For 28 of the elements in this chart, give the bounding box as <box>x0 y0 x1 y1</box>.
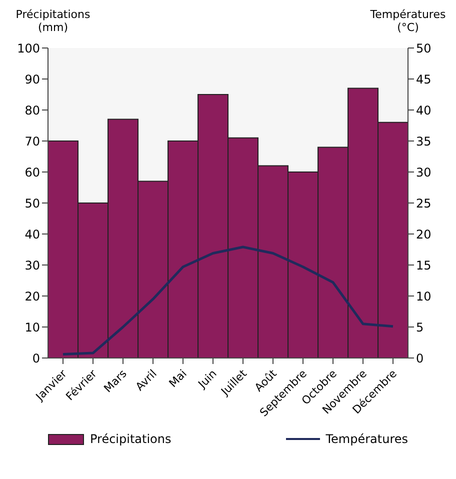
y-tick-label: 20 <box>24 289 40 304</box>
y2-tick-label: 40 <box>416 103 432 118</box>
y-tick-label: 80 <box>24 103 40 118</box>
y-tick-label: 30 <box>24 258 40 272</box>
legend-label: Températures <box>326 432 408 446</box>
y2-tick-label: 45 <box>416 72 432 86</box>
x-tick-label: Mai <box>166 367 190 390</box>
y2-tick-label: 15 <box>416 258 432 272</box>
y-tick-label: 100 <box>17 41 40 56</box>
y2-tick-label: 35 <box>416 134 432 148</box>
line-series <box>62 246 394 356</box>
y-tick-label: 60 <box>24 165 40 180</box>
y2-tick-label: 10 <box>416 289 432 304</box>
y2-tick-label: 0 <box>416 351 424 366</box>
y-tick-label: 70 <box>24 134 40 148</box>
y2-tick-label: 20 <box>416 227 432 242</box>
y2-tick-label: 5 <box>416 320 424 334</box>
y2-tick-label: 25 <box>416 196 432 210</box>
y-tick-label: 10 <box>24 320 40 334</box>
y2-axis-title: Températures (°C) <box>369 8 447 36</box>
y-axis-title: Précipitations (mm) <box>14 8 92 36</box>
y-tick-label: 40 <box>24 227 40 242</box>
y-tick-label: 50 <box>24 196 40 210</box>
y2-tick-label: 50 <box>416 41 432 56</box>
y2-tick-label: 30 <box>416 165 432 180</box>
y-tick-label: 90 <box>24 72 40 86</box>
legend-label: Précipitations <box>90 432 172 446</box>
y-tick-label: 0 <box>32 351 40 366</box>
